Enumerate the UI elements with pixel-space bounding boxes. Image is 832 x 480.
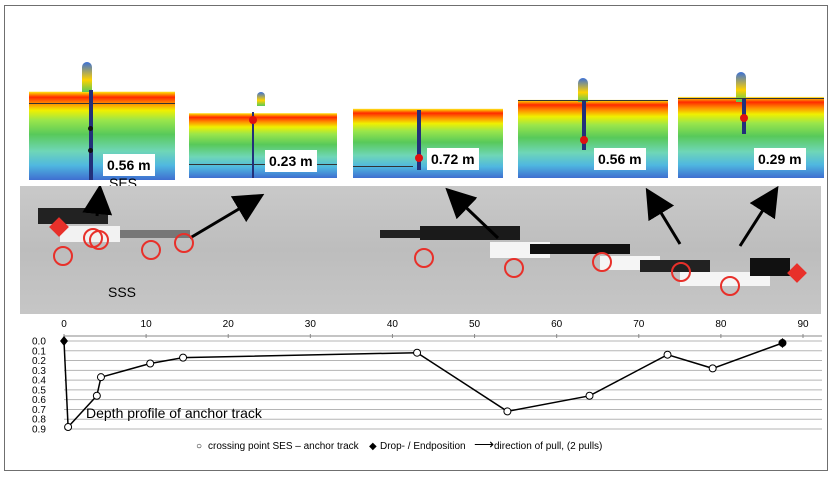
legend-crossing-symbol: ○ <box>196 441 202 452</box>
echogram-4: 0.56 m <box>518 72 668 178</box>
crossing-point <box>64 423 73 432</box>
crossing-point <box>92 391 101 400</box>
echogram-3: 0.72 m <box>353 84 503 178</box>
y-tick-label: 0.3 <box>32 366 46 377</box>
depth-label-1: 0.56 m <box>103 154 155 176</box>
crossing-point <box>585 391 594 400</box>
x-tick-label: 60 <box>551 319 563 330</box>
sss-svg <box>20 184 821 314</box>
y-tick-label: 0.0 <box>32 337 46 348</box>
echogram-2: 0.23 m <box>189 90 337 178</box>
x-tick-label: 50 <box>469 319 481 330</box>
legend-drop-symbol: ◆ <box>369 441 377 452</box>
crossing-point <box>96 373 105 382</box>
depth-label-4: 0.56 m <box>594 148 646 170</box>
legend-drop-label: Drop- / Endposition <box>380 441 466 452</box>
x-tick-label: 70 <box>633 319 645 330</box>
endpoint-markers <box>60 336 787 348</box>
x-tick-label: 0 <box>61 319 67 330</box>
y-tick-label: 0.9 <box>32 425 46 436</box>
depth-label-2: 0.23 m <box>265 150 317 172</box>
crossing-point <box>708 364 717 373</box>
legend-arrow-symbol: ⟶ <box>474 436 494 452</box>
x-tick-label: 20 <box>223 319 235 330</box>
y-tick-labels: 0.00.10.20.30.40.50.60.70.80.9 <box>32 337 46 436</box>
depth-profile-chart: 0 10 20 30 40 50 60 70 80 90 0.0 0.1 0.2 0.3 0.4 0.5 0.… <box>0 314 832 475</box>
chart-legend: ○ crossing point SES – anchor track ◆ Dr… <box>196 436 602 452</box>
crossing-point <box>179 353 188 362</box>
x-tick-label: 30 <box>305 319 317 330</box>
echogram-5: 0.29 m <box>678 68 824 178</box>
sss-image: SSS <box>20 184 821 314</box>
y-tick-label: 0.5 <box>32 385 46 396</box>
crossing-point <box>663 350 672 359</box>
legend-crossing-label: crossing point SES – anchor track <box>208 441 360 452</box>
sss-circles <box>53 228 740 296</box>
drop-segment <box>63 340 69 428</box>
x-tick-label: 80 <box>715 319 727 330</box>
endpoint-marker <box>778 337 787 348</box>
depth-label-3: 0.72 m <box>427 148 479 170</box>
echogram-1: 0.56 m <box>29 60 175 180</box>
y-tick-label: 0.4 <box>32 376 46 387</box>
crossing-point <box>503 407 512 416</box>
legend-arrow-label: direction of pull, (2 pulls) <box>494 441 602 452</box>
y-tick-label: 0.7 <box>32 405 46 416</box>
sss-arrows <box>82 184 779 247</box>
y-tick-label: 0.2 <box>32 356 46 367</box>
chart-title: Depth profile of anchor track <box>86 405 263 421</box>
crossing-point <box>413 348 422 357</box>
x-tick-label: 40 <box>387 319 399 330</box>
crossing-point <box>146 359 155 368</box>
depth-label-5: 0.29 m <box>754 148 806 170</box>
x-tick-labels: 0 10 20 30 40 50 60 70 80 90 <box>61 319 809 330</box>
y-tick-label: 0.1 <box>32 346 46 357</box>
y-tick-label: 0.8 <box>32 415 46 426</box>
x-tick-label: 90 <box>797 319 809 330</box>
sss-label: SSS <box>108 284 137 300</box>
endpoint-marker <box>60 336 68 346</box>
sss-track <box>38 208 790 286</box>
y-tick-label: 0.6 <box>32 395 46 406</box>
chart-grid <box>63 334 822 430</box>
x-tick-label: 10 <box>141 319 153 330</box>
chart-svg: 0 10 20 30 40 50 60 70 80 90 0.00.10.20.30.40.50.… <box>32 319 822 452</box>
